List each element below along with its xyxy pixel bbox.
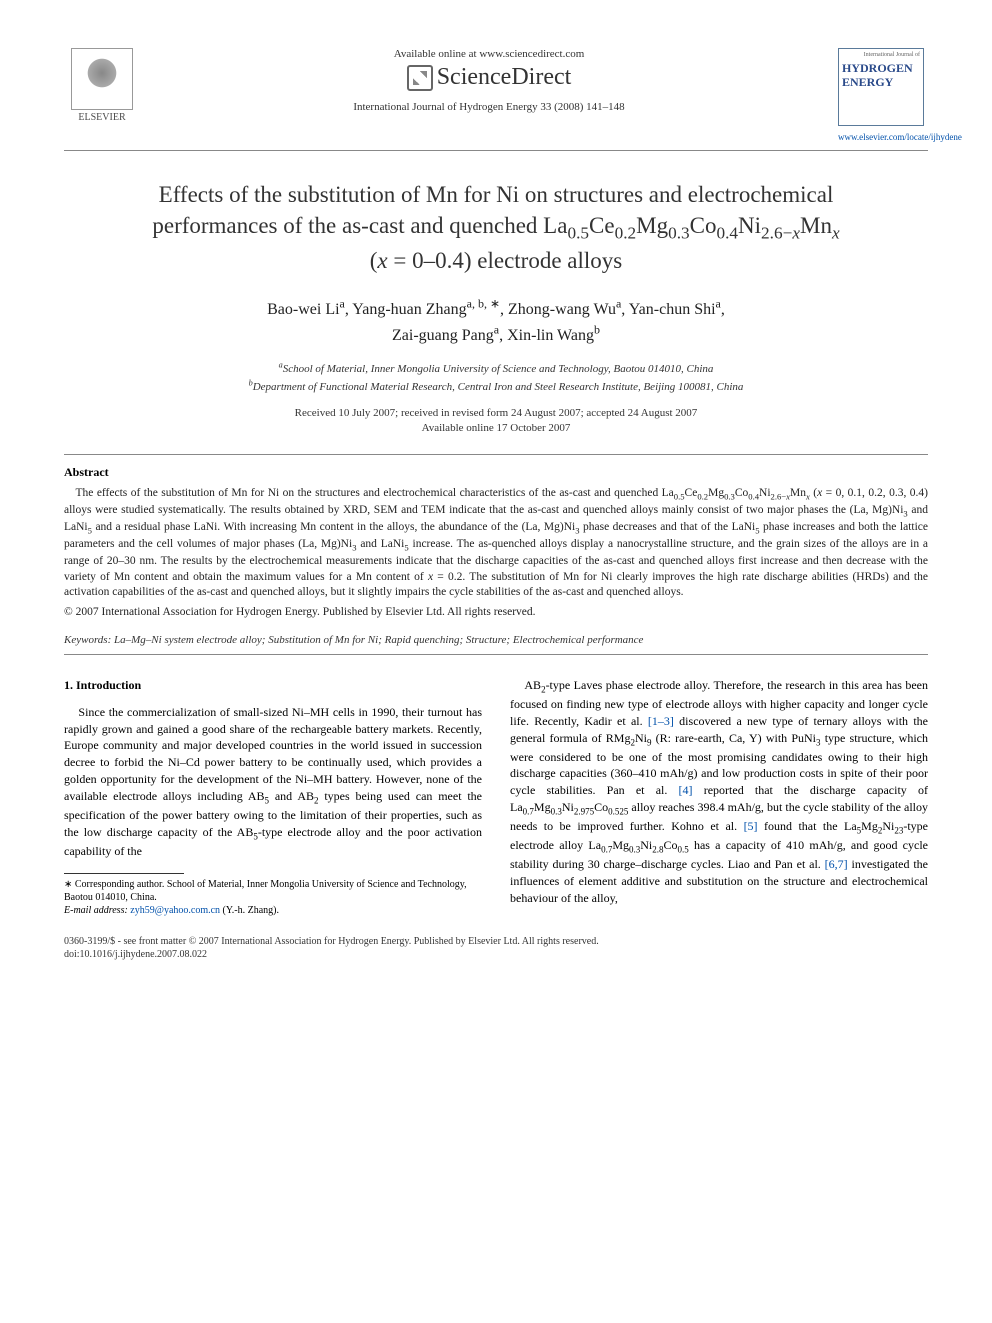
abstract-body: The effects of the substitution of Mn fo… xyxy=(64,486,928,620)
journal-cover: International Journal of HYDROGEN ENERGY… xyxy=(838,48,928,142)
journal-cover-hydrogen: HYDROGEN xyxy=(842,62,920,75)
elsevier-logo: ELSEVIER xyxy=(64,48,140,123)
email-line: E-mail address: zyh59@yahoo.com.cn (Y.-h… xyxy=(64,904,482,917)
sciencedirect-text: ScienceDirect xyxy=(437,64,572,90)
sciencedirect-icon xyxy=(407,65,433,91)
right-column: AB2-type Laves phase electrode alloy. Th… xyxy=(510,677,928,917)
body-columns: 1. Introduction Since the commercializat… xyxy=(64,677,928,917)
journal-reference: International Journal of Hydrogen Energy… xyxy=(160,101,818,113)
footer-line1: 0360-3199/$ - see front matter © 2007 In… xyxy=(64,935,928,948)
journal-cover-toplabel: International Journal of xyxy=(842,52,920,58)
abstract-top-rule xyxy=(64,454,928,455)
header-rule xyxy=(64,150,928,151)
authors-block: Bao-wei Lia, Yang-huan Zhanga, b, ∗, Zho… xyxy=(64,296,928,347)
received-date: Received 10 July 2007; received in revis… xyxy=(295,407,698,419)
email-label: E-mail address: xyxy=(64,905,128,916)
affiliations: aSchool of Material, Inner Mongolia Univ… xyxy=(64,359,928,395)
footer-meta: 0360-3199/$ - see front matter © 2007 In… xyxy=(64,935,928,961)
title-line2: performances of the as-cast and quenched… xyxy=(152,213,839,238)
corresponding-author: ∗ Corresponding author. School of Materi… xyxy=(64,878,482,904)
abstract-copyright: © 2007 International Association for Hyd… xyxy=(64,605,928,621)
center-header: Available online at www.sciencedirect.co… xyxy=(140,48,838,113)
elsevier-tree-icon xyxy=(71,48,133,110)
abstract-text: The effects of the substitution of Mn fo… xyxy=(64,486,928,600)
journal-cover-energy: ENERGY xyxy=(842,75,920,90)
title-line1: Effects of the substitution of Mn for Ni… xyxy=(159,182,834,207)
journal-cover-box: International Journal of HYDROGEN ENERGY xyxy=(838,48,924,126)
publisher-name: ELSEVIER xyxy=(64,112,140,123)
affiliation-b: bDepartment of Functional Material Resea… xyxy=(249,381,744,393)
footnote-rule xyxy=(64,873,184,874)
journal-url-link[interactable]: www.elsevier.com/locate/ijhydene xyxy=(838,132,928,142)
authors-line2: Zai-guang Panga, Xin-lin Wangb xyxy=(392,327,600,344)
email-suffix: (Y.-h. Zhang). xyxy=(223,905,279,916)
available-online-text: Available online at www.sciencedirect.co… xyxy=(160,48,818,60)
section-1-heading: 1. Introduction xyxy=(64,677,482,694)
keywords-label: Keywords: xyxy=(64,634,111,646)
article-dates: Received 10 July 2007; received in revis… xyxy=(64,406,928,437)
header-row: ELSEVIER Available online at www.science… xyxy=(64,48,928,142)
footer-line2: doi:10.1016/j.ijhydene.2007.08.022 xyxy=(64,948,928,961)
sciencedirect-logo: ScienceDirect xyxy=(160,64,818,91)
email-address[interactable]: zyh59@yahoo.com.cn xyxy=(130,905,220,916)
abstract-label: Abstract xyxy=(64,465,928,480)
keywords-rule xyxy=(64,654,928,655)
article-title: Effects of the substitution of Mn for Ni… xyxy=(84,179,908,276)
keywords-text: La–Mg–Ni system electrode alloy; Substit… xyxy=(114,634,643,646)
left-column: 1. Introduction Since the commercializat… xyxy=(64,677,482,917)
intro-right-paragraph: AB2-type Laves phase electrode alloy. Th… xyxy=(510,677,928,906)
affiliation-a: aSchool of Material, Inner Mongolia Univ… xyxy=(279,363,714,375)
available-date: Available online 17 October 2007 xyxy=(422,422,571,434)
intro-left-paragraph: Since the commercialization of small-siz… xyxy=(64,704,482,860)
title-line3: (x = 0–0.4) electrode alloys xyxy=(370,248,622,273)
footnote-block: ∗ Corresponding author. School of Materi… xyxy=(64,878,482,917)
authors-line1: Bao-wei Lia, Yang-huan Zhanga, b, ∗, Zho… xyxy=(267,301,725,318)
keywords-block: Keywords: La–Mg–Ni system electrode allo… xyxy=(64,634,928,646)
